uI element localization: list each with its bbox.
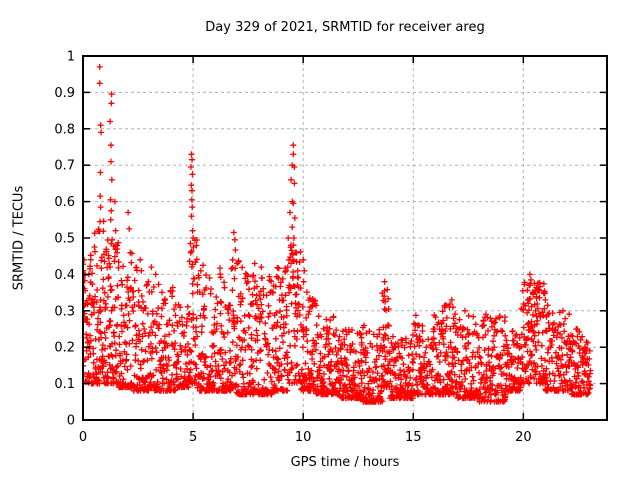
x-tick-label: 5 (189, 430, 197, 445)
y-tick-label: 0.8 (54, 122, 75, 137)
y-axis-label: SRMTID / TECUs (11, 185, 27, 291)
y-tick-label: 0.2 (54, 341, 75, 356)
x-tick-label: 0 (79, 430, 87, 445)
y-tick-label: 0.9 (54, 86, 75, 101)
plot-border (82, 55, 608, 421)
x-tick-label: 15 (405, 430, 422, 445)
y-tick-label: 0.1 (54, 377, 75, 392)
x-tick-label: 10 (295, 430, 312, 445)
chart-title: Day 329 of 2021, SRMTID for receiver are… (205, 20, 485, 35)
x-axis-label: GPS time / hours (290, 455, 400, 470)
y-tick-label: 0 (67, 414, 75, 429)
y-tick-label: 0.4 (54, 268, 75, 283)
data-points (83, 63, 594, 405)
y-tick-label: 1 (67, 50, 75, 65)
y-tick-label: 0.3 (54, 304, 75, 319)
y-tick-label: 0.6 (54, 195, 75, 210)
x-tick-label: 20 (515, 430, 532, 445)
y-tick-label: 0.7 (54, 159, 75, 174)
y-tick-label: 0.5 (54, 232, 75, 247)
